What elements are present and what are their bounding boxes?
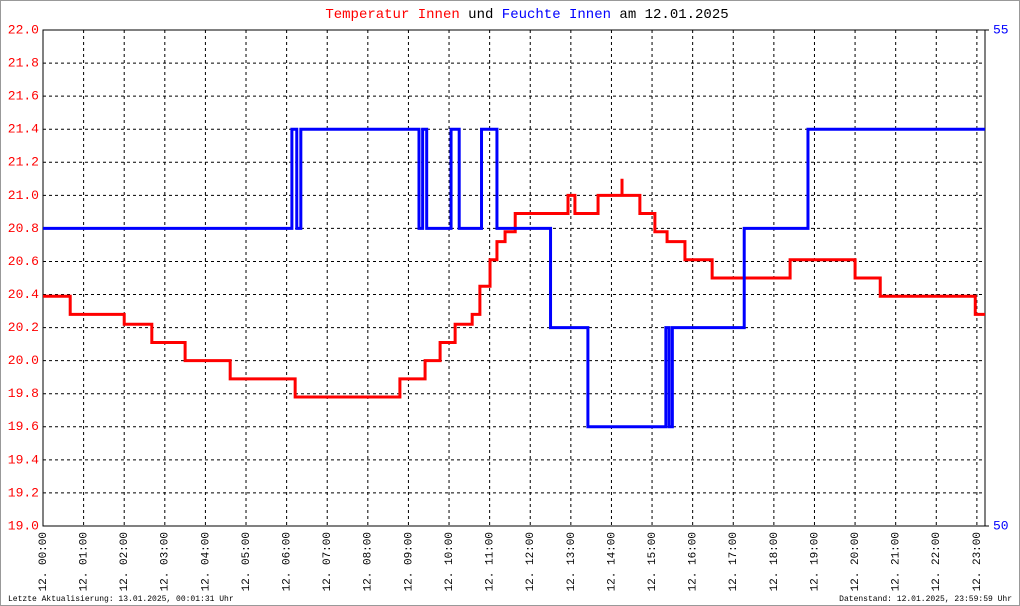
title-part: und <box>468 7 493 23</box>
chart-title: Temperatur Innen und Feuchte Innen am 12… <box>325 7 728 23</box>
y-tick-label: 19.6 <box>8 419 39 434</box>
series-line <box>43 178 985 399</box>
y-tick-label: 20.2 <box>8 320 39 335</box>
x-tick-label: 12. 18:00 <box>769 532 781 591</box>
x-tick-label: 12. 12:00 <box>525 532 537 591</box>
x-tick-label: 12. 00:00 <box>38 532 50 591</box>
y-tick-label: 19.2 <box>8 485 39 500</box>
y-tick-label: 19.0 <box>8 518 39 533</box>
x-tick-label: 12. 21:00 <box>891 532 903 591</box>
title-part: Temperatur Innen <box>325 7 459 23</box>
y2-tick-label: 50 <box>993 518 1009 533</box>
x-tick-label: 12. 13:00 <box>566 532 578 591</box>
x-tick-label: 12. 01:00 <box>79 532 91 591</box>
y-tick-label: 22.0 <box>8 22 39 37</box>
x-tick-label: 12. 19:00 <box>809 532 821 591</box>
x-tick-label: 12. 22:00 <box>931 532 943 591</box>
y-tick-label: 20.4 <box>8 287 39 302</box>
y-tick-label: 21.4 <box>8 122 39 137</box>
x-tick-label: 12. 06:00 <box>282 532 294 591</box>
footer-right: Datenstand: 12.01.2025, 23:59:59 Uhr <box>839 595 1012 604</box>
x-tick-label: 12. 04:00 <box>200 532 212 591</box>
y-tick-label: 21.2 <box>8 155 39 170</box>
y-tick-label: 19.8 <box>8 386 39 401</box>
x-tick-label: 12. 16:00 <box>688 532 700 591</box>
x-tick-label: 12. 23:00 <box>972 532 984 591</box>
x-tick-label: 12. 15:00 <box>647 532 659 591</box>
x-tick-label: 12. 10:00 <box>444 532 456 591</box>
plot-frame <box>42 29 986 527</box>
x-tick-label: 12. 11:00 <box>485 532 497 591</box>
x-tick-label: 12. 07:00 <box>322 532 334 591</box>
footer-left: Letzte Aktualisierung: 13.01.2025, 00:01… <box>8 595 234 604</box>
x-tick-label: 12. 08:00 <box>363 532 375 591</box>
y-tick-label: 20.6 <box>8 254 39 269</box>
x-tick-label: 12. 03:00 <box>160 532 172 591</box>
y-tick-label: 19.4 <box>8 452 39 467</box>
x-tick-label: 12. 09:00 <box>403 532 415 591</box>
y-tick-label: 21.0 <box>8 188 39 203</box>
series-line <box>43 127 985 429</box>
y-tick-label: 21.8 <box>8 56 39 71</box>
y-tick-label: 20.0 <box>8 353 39 368</box>
y2-tick-label: 55 <box>993 22 1009 37</box>
title-part: am 12.01.2025 <box>619 7 728 23</box>
y-tick-label: 21.6 <box>8 89 39 104</box>
title-part: Feuchte Innen <box>502 7 611 23</box>
y-tick-label: 20.8 <box>8 221 39 236</box>
x-tick-label: 12. 05:00 <box>241 532 253 591</box>
x-tick-label: 12. 20:00 <box>850 532 862 591</box>
x-tick-label: 12. 02:00 <box>119 532 131 591</box>
x-tick-label: 12. 17:00 <box>728 532 740 591</box>
x-tick-label: 12. 14:00 <box>606 532 618 591</box>
